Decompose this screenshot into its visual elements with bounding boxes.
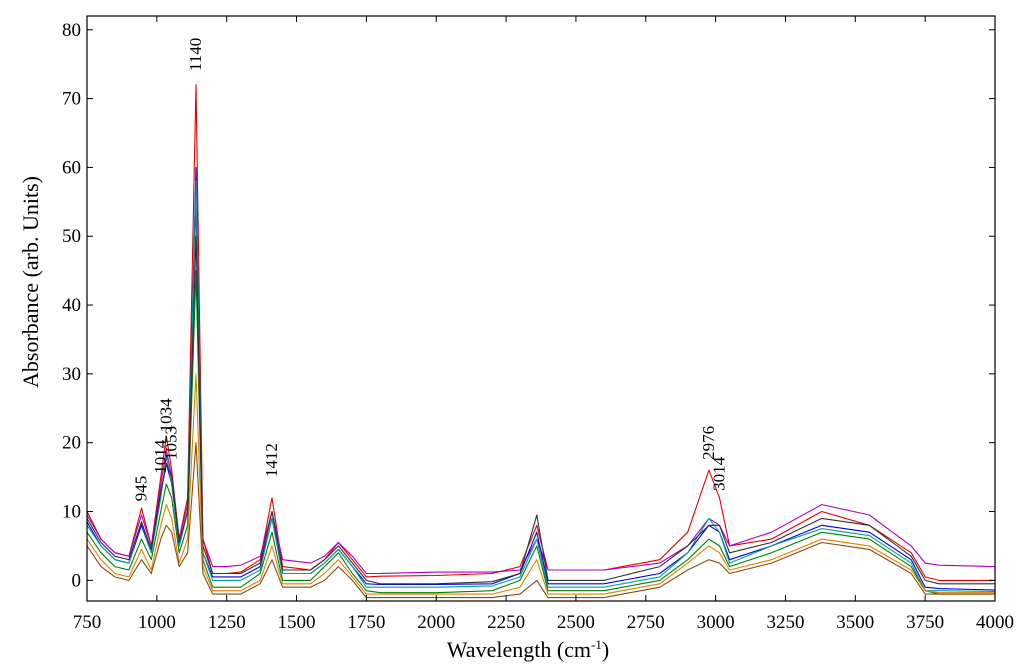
- peak-label: 2976: [699, 426, 718, 460]
- y-tick-label: 10: [62, 502, 81, 523]
- x-tick-label: 1750: [347, 612, 385, 633]
- plot-background: [87, 16, 995, 601]
- x-tick-label: 3500: [836, 612, 874, 633]
- y-axis-title: Absorbance (arb. Units): [18, 176, 43, 388]
- y-tick-label: 0: [72, 570, 82, 591]
- x-axis-title: Wavelength (cm-1): [447, 637, 609, 662]
- x-tick-label: 2250: [487, 612, 525, 633]
- ticks-layer: 750 1000 1250 1500 1750 2000 2250 2500 2750 3000 3…: [62, 16, 1014, 633]
- x-tick-label: 4000: [976, 612, 1014, 633]
- peak-label: 945: [132, 476, 151, 502]
- peak-label: 1140: [186, 38, 205, 71]
- y-tick-label: 20: [62, 433, 81, 454]
- x-tick-label: 3000: [697, 612, 735, 633]
- peak-label: 1053: [162, 426, 181, 460]
- plot-frame: [86, 15, 996, 602]
- x-tick-label: 2000: [417, 612, 455, 633]
- x-tick-label: 1000: [138, 612, 176, 633]
- y-tick-label: 60: [62, 157, 81, 178]
- y-tick-label: 30: [62, 364, 81, 385]
- peak-label: 1014: [151, 439, 170, 474]
- series-layer: [86, 84, 996, 599]
- series-line-1: [86, 201, 996, 575]
- series-line-6: [86, 373, 995, 595]
- series-line-4: [86, 270, 995, 595]
- x-tick-label: 2500: [557, 612, 595, 633]
- x-tick-label: 3250: [766, 612, 804, 633]
- series-line-7: [86, 442, 995, 599]
- x-tick-label: 1250: [208, 612, 246, 633]
- x-tick-label: 2750: [627, 612, 665, 633]
- series-line-5: [86, 235, 995, 585]
- peak-label: 1034: [156, 398, 175, 433]
- x-tick-label: 1500: [278, 612, 316, 633]
- y-tick-label: 80: [62, 20, 81, 41]
- x-tick-label: 3750: [906, 612, 944, 633]
- peak-label: 3014: [709, 456, 728, 491]
- series-line-3: [86, 180, 996, 592]
- y-tick-label: 50: [62, 226, 81, 247]
- y-tick-label: 70: [62, 89, 81, 110]
- peak-label: 1412: [262, 443, 281, 477]
- x-tick-label: 750: [73, 612, 102, 633]
- y-tick-label: 40: [62, 295, 81, 316]
